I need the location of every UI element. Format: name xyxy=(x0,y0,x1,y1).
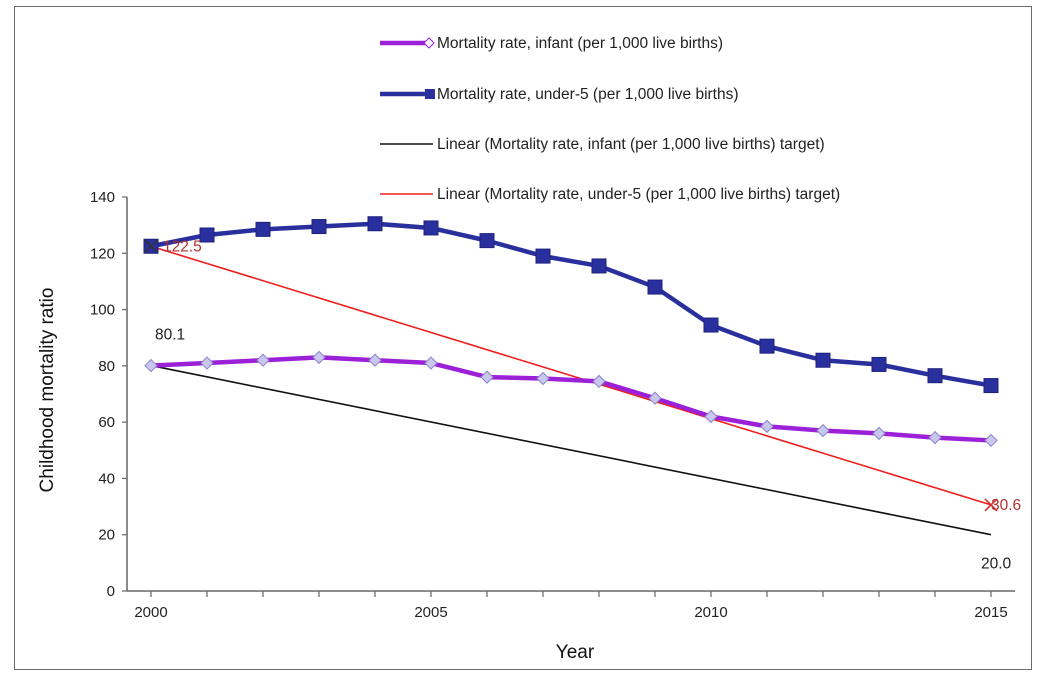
legend-label: Linear (Mortality rate, infant (per 1,00… xyxy=(437,136,825,153)
y-axis: 0 20 40 60 80 100 120 140 xyxy=(90,189,128,600)
y-tick-label: 80 xyxy=(98,358,115,375)
data-point xyxy=(424,356,438,370)
y-axis-title: Childhood mortality ratio xyxy=(37,288,58,493)
data-point xyxy=(591,258,607,274)
data-label: 80.1 xyxy=(155,327,185,344)
end-marker xyxy=(984,498,998,512)
data-point xyxy=(647,279,663,295)
line-chart: Mortality rate, infant (per 1,000 live b… xyxy=(37,35,1021,663)
legend-item: Mortality rate, infant (per 1,000 live b… xyxy=(380,35,723,52)
x-axis-title: Year xyxy=(556,642,595,663)
series-line xyxy=(150,364,992,536)
y-tick-label: 120 xyxy=(90,245,115,262)
data-point xyxy=(423,220,439,236)
data-point xyxy=(536,371,550,386)
legend-item: Mortality rate, under-5 (per 1,000 live … xyxy=(380,86,739,103)
data-point xyxy=(984,433,998,448)
data-point xyxy=(479,233,495,249)
data-point xyxy=(144,358,158,373)
y-tick-label: 20 xyxy=(98,527,115,544)
y-tick-label: 100 xyxy=(90,302,115,319)
series-0 xyxy=(144,350,998,448)
data-point xyxy=(200,356,214,370)
x-axis: 2000 2005 2010 2015 xyxy=(127,590,1015,621)
data-point xyxy=(928,430,942,445)
data-point xyxy=(592,374,606,389)
legend: Mortality rate, infant (per 1,000 live b… xyxy=(380,35,840,203)
data-point xyxy=(648,391,662,405)
data-point xyxy=(367,216,383,232)
x-tick-label: 2005 xyxy=(414,604,447,621)
data-point xyxy=(815,352,831,368)
x-tick-label: 2000 xyxy=(134,604,167,621)
data-point xyxy=(871,356,887,372)
series-line xyxy=(150,355,992,443)
series-1 xyxy=(143,216,999,394)
data-point xyxy=(256,353,270,367)
data-label: 30.6 xyxy=(991,497,1021,514)
data-point xyxy=(872,426,886,441)
data-label: 122.5 xyxy=(163,238,202,255)
data-point xyxy=(311,219,327,235)
y-tick-label: 60 xyxy=(98,414,115,431)
series-layer xyxy=(143,216,999,536)
legend-item: Linear (Mortality rate, infant (per 1,00… xyxy=(380,136,825,153)
legend-label: Mortality rate, infant (per 1,000 live b… xyxy=(437,35,723,52)
y-tick-label: 140 xyxy=(90,189,115,206)
legend-marker xyxy=(425,89,435,99)
data-point xyxy=(199,227,215,243)
series-line xyxy=(150,221,992,388)
data-point xyxy=(255,221,271,237)
y-tick-label: 0 xyxy=(107,583,115,600)
annotations: 122.5 80.1 30.6 20.0 xyxy=(155,238,1021,572)
data-point xyxy=(535,248,551,264)
x-tick-label: 2015 xyxy=(974,604,1007,621)
data-point xyxy=(704,409,718,424)
data-point xyxy=(312,350,326,365)
chart-frame: Mortality rate, infant (per 1,000 live b… xyxy=(14,6,1032,670)
data-point xyxy=(368,353,382,367)
start-marker xyxy=(144,239,158,253)
data-point xyxy=(759,338,775,354)
series-3 xyxy=(150,245,992,506)
legend-label: Mortality rate, under-5 (per 1,000 live … xyxy=(437,86,739,103)
series-2 xyxy=(150,364,992,536)
data-point xyxy=(927,368,943,384)
y-tick-label: 40 xyxy=(98,470,115,487)
data-point xyxy=(703,317,719,333)
legend-marker xyxy=(423,37,435,49)
data-point xyxy=(816,423,830,438)
data-point xyxy=(983,378,999,394)
legend-item: Linear (Mortality rate, under-5 (per 1,0… xyxy=(380,186,840,203)
data-point xyxy=(480,370,494,384)
series-line xyxy=(150,245,992,506)
data-label: 20.0 xyxy=(981,556,1012,573)
legend-label: Linear (Mortality rate, under-5 (per 1,0… xyxy=(437,186,840,203)
x-tick-label: 2010 xyxy=(694,604,727,621)
data-point xyxy=(760,419,774,434)
